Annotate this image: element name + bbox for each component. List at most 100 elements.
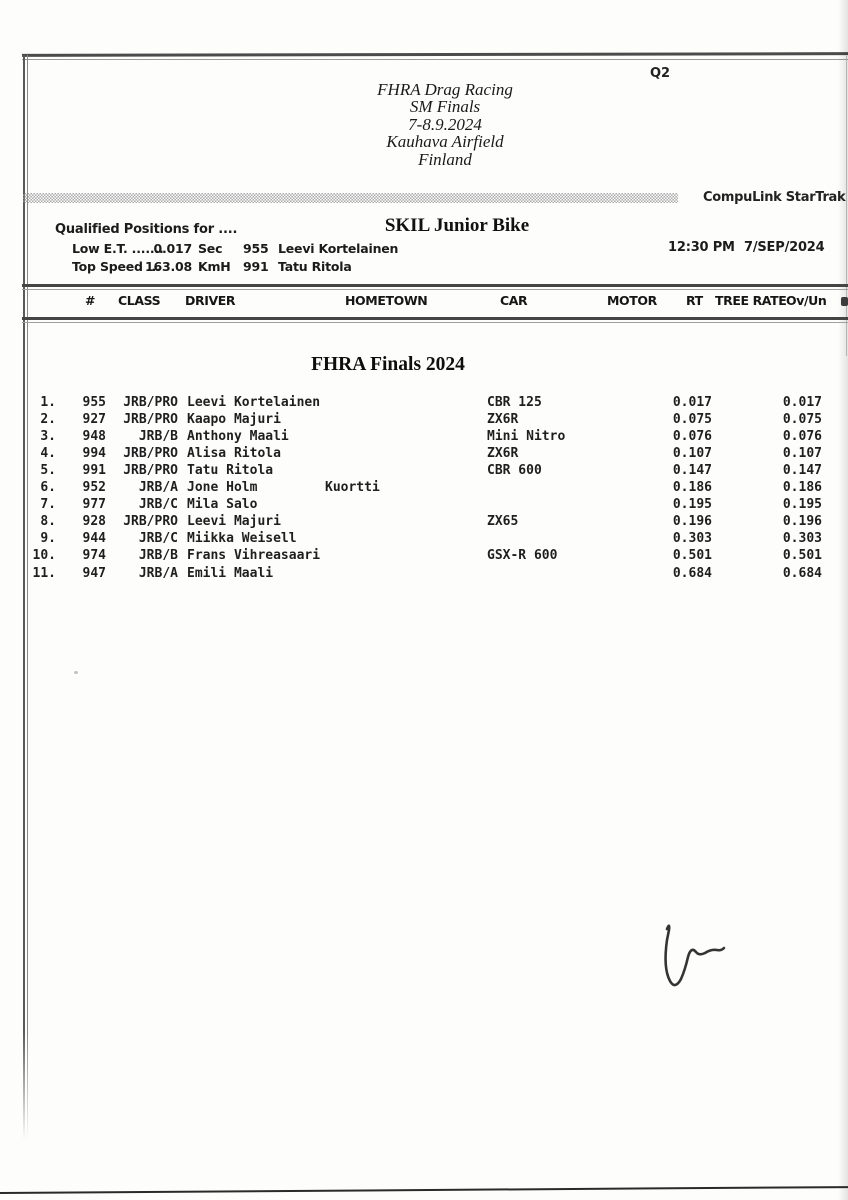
row-driver: Anthony Maali (187, 429, 289, 445)
col-header-number: # (85, 293, 96, 308)
row-ovun: 0.195 (782, 497, 822, 513)
row-class: JRB/B (138, 548, 178, 564)
handwritten-mark (664, 924, 726, 987)
row-ovun: 0.147 (782, 463, 822, 479)
row-ovun: 0.196 (782, 514, 822, 530)
class-title: SKIL Junior Bike (384, 215, 530, 236)
row-driver: Emili Maali (187, 565, 274, 581)
top-speed-value: 163.08 (144, 259, 192, 274)
header-band-top-line (22, 284, 848, 287)
row-car: ZX65 (487, 514, 519, 530)
row-ovun: 0.303 (782, 531, 822, 547)
scan-speck (74, 671, 78, 674)
row-driver: Alisa Ritola (187, 446, 281, 462)
row-position: 5. (40, 463, 56, 479)
row-car-number: 974 (82, 548, 106, 564)
header-band-bottom-line-2 (22, 322, 848, 323)
page-bottom-line (0, 1186, 848, 1194)
row-car-number: 927 (82, 412, 106, 428)
row-car-number: 955 (82, 395, 106, 410)
table-row: 1. 955 JRB/PRO Leevi Kortelainen CBR 125… (0, 395, 848, 412)
low-et-value: 0.017 (153, 241, 192, 256)
col-header-class: CLASS (118, 293, 161, 308)
row-car-number: 948 (82, 429, 106, 445)
event-venue: Kauhava Airfield (386, 132, 504, 152)
row-position: 2. (40, 412, 56, 428)
row-car-number: 994 (82, 446, 106, 462)
col-header-motor: MOTOR (607, 293, 657, 308)
row-car: ZX6R (487, 412, 519, 428)
table-row: 9. 944 JRB/C Miikka Weisell 0.303 0.303 (0, 531, 848, 548)
row-car-number: 952 (82, 480, 106, 496)
row-class: JRB/C (138, 531, 178, 547)
row-class: JRB/PRO (123, 463, 178, 479)
print-time: 12:30 PM (668, 240, 735, 255)
row-rt: 0.107 (672, 446, 712, 462)
row-class: JRB/B (138, 429, 178, 445)
event-date: 7-8.9.2024 (408, 114, 482, 134)
scan-edge-line (846, 56, 847, 356)
top-speed-label: Top Speed ... (72, 259, 161, 274)
top-speed-unit: KmH (198, 259, 231, 274)
header-band-top-line-2 (22, 289, 848, 290)
row-driver: Leevi Kortelainen (187, 395, 321, 410)
row-rt: 0.017 (672, 395, 712, 410)
col-header-tree-rate: TREE RATE (715, 293, 787, 308)
row-driver: Frans Vihreasaari (187, 548, 321, 564)
event-series: SM Finals (409, 97, 481, 117)
row-rt: 0.076 (672, 429, 712, 445)
table-row: 10. 974 JRB/B Frans Vihreasaari GSX-R 60… (0, 548, 848, 565)
col-header-driver: DRIVER (185, 293, 236, 308)
timing-system-brand: CompuLink StarTrak (703, 190, 846, 205)
top-speed-line: Top Speed ... 163.08 KmH 991 Tatu Ritola (72, 259, 592, 275)
row-rt: 0.501 (672, 548, 712, 564)
row-ovun: 0.107 (782, 446, 822, 462)
halftone-separator (23, 193, 678, 203)
row-rt: 0.303 (672, 531, 712, 547)
table-row: 2. 927 JRB/PRO Kaapo Majuri ZX6R 0.075 0… (0, 412, 848, 429)
row-car-number: 947 (82, 565, 106, 581)
row-rt: 0.186 (672, 480, 712, 496)
row-car: GSX-R 600 (487, 548, 558, 564)
scan-artifact-blob (841, 297, 848, 306)
row-position: 6. (40, 480, 56, 496)
row-car-number: 977 (82, 497, 106, 513)
row-driver: Miikka Weisell (187, 531, 297, 547)
row-position: 4. (40, 446, 56, 462)
session-label: Q2 (650, 66, 671, 81)
low-et-line: Low E.T. ....... 0.017 Sec 955 Leevi Kor… (72, 241, 592, 257)
row-hometown: Kuortti (325, 480, 380, 496)
qualified-positions-label: Qualified Positions for .... (55, 222, 238, 237)
row-rt: 0.195 (672, 497, 712, 513)
event-country: Finland (418, 149, 472, 169)
row-ovun: 0.186 (782, 480, 822, 496)
print-date: 7/SEP/2024 (744, 240, 825, 255)
col-header-car: CAR (500, 293, 528, 308)
row-car: CBR 125 (487, 395, 542, 410)
row-position: 8. (40, 514, 56, 530)
row-position: 10. (32, 548, 56, 564)
row-ovun: 0.684 (782, 565, 822, 581)
row-ovun: 0.076 (782, 429, 822, 445)
low-et-holder-num: 955 (243, 241, 269, 256)
row-position: 7. (40, 497, 56, 513)
row-class: JRB/A (138, 480, 178, 496)
row-car-number: 944 (82, 531, 106, 547)
page-frame-left-line (23, 55, 25, 1140)
col-header-rt: RT (686, 293, 703, 308)
row-driver: Kaapo Majuri (187, 412, 281, 428)
row-driver: Jone Holm (187, 480, 258, 496)
row-ovun: 0.075 (782, 412, 822, 428)
row-class: JRB/C (138, 497, 178, 513)
row-class: JRB/PRO (123, 412, 178, 428)
low-et-holder-name: Leevi Kortelainen (278, 241, 399, 256)
row-rt: 0.075 (672, 412, 712, 428)
scan-edge-shadow (838, 0, 848, 1200)
row-car-number: 991 (82, 463, 106, 479)
row-ovun: 0.501 (782, 548, 822, 564)
header-band-bottom-line (22, 317, 848, 320)
page-frame-left-line-2 (27, 55, 28, 1140)
table-row: 5. 991 JRB/PRO Tatu Ritola CBR 600 0.147… (0, 463, 848, 480)
section-title: FHRA Finals 2024 (311, 354, 465, 375)
